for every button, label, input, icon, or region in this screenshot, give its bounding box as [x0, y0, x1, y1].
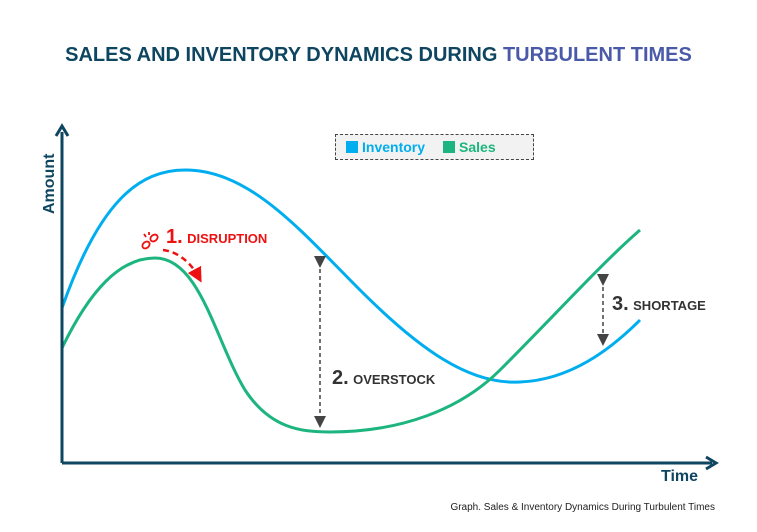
legend-item-inventory: Inventory — [346, 139, 425, 155]
legend-item-sales: Sales — [443, 139, 496, 155]
title-highlight: TURBULENT TIMES — [502, 44, 692, 66]
caption: Graph. Sales & Inventory Dynamics During… — [450, 502, 715, 513]
broken-chain-icon — [141, 232, 159, 250]
sales-swatch — [443, 141, 456, 153]
inventory-swatch — [346, 141, 358, 153]
sales-curve — [60, 228, 641, 434]
annotation-disruption: 1. DISRUPTION — [166, 226, 268, 248]
legend: Inventory Sales — [335, 134, 534, 160]
page-title: SALES AND INVENTORY DYNAMICS DURING TURB… — [65, 44, 692, 66]
disruption-arrow — [162, 248, 202, 283]
x-axis-arrow-icon — [705, 455, 719, 471]
y-axis-label: Amount — [41, 153, 58, 214]
annotation-shortage: 3. SHORTAGE — [612, 293, 706, 315]
x-axis-label: Time — [661, 468, 699, 485]
inventory-curve — [60, 168, 642, 384]
annotation-overstock: 2. OVERSTOCK — [332, 367, 436, 389]
y-axis-arrow-icon — [54, 123, 70, 137]
